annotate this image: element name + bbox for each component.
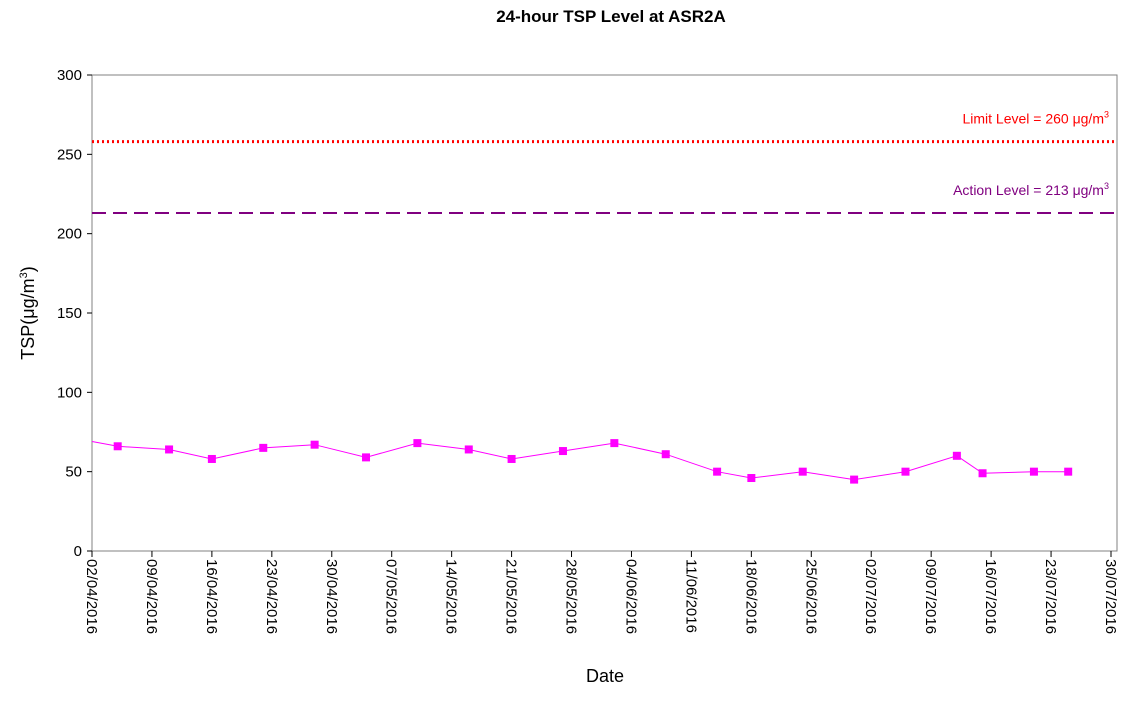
y-tick-label: 50 bbox=[65, 464, 82, 481]
y-axis-label-text: TSP(μg/m bbox=[18, 278, 38, 359]
x-tick-label: 30/07/2016 bbox=[1102, 559, 1119, 634]
x-tick-label: 11/06/2016 bbox=[682, 559, 699, 633]
y-tick-label: 100 bbox=[57, 384, 82, 401]
x-tick-label: 30/04/2016 bbox=[323, 559, 340, 634]
data-point bbox=[113, 442, 122, 451]
x-tick-label: 14/05/2016 bbox=[443, 559, 460, 634]
series-layer bbox=[91, 439, 1073, 484]
y-tick-label: 300 bbox=[57, 67, 82, 84]
x-tick-label: 16/07/2016 bbox=[982, 559, 999, 634]
y-tick-label: 250 bbox=[57, 146, 82, 163]
data-point bbox=[1064, 467, 1073, 476]
data-point bbox=[610, 439, 619, 448]
x-tick-label: 21/05/2016 bbox=[503, 559, 520, 634]
x-tick-label: 02/04/2016 bbox=[83, 559, 100, 634]
data-point bbox=[901, 467, 910, 476]
y-tick-label: 200 bbox=[57, 226, 82, 243]
series-line bbox=[91, 441, 1069, 481]
x-tick-label: 07/05/2016 bbox=[383, 559, 400, 634]
reference-line-label-text: Action Level = 213 μg/m bbox=[953, 182, 1104, 198]
chart-title: 24-hour TSP Level at ASR2A bbox=[496, 7, 726, 26]
x-tick-label: 23/04/2016 bbox=[263, 559, 280, 634]
data-point bbox=[747, 474, 756, 483]
data-point bbox=[413, 439, 422, 448]
x-tick-label: 18/06/2016 bbox=[742, 559, 759, 634]
reference-line-label-text: Limit Level = 260 μg/m bbox=[962, 111, 1104, 127]
x-tick-label: 04/06/2016 bbox=[622, 559, 639, 634]
reference-line-label: Limit Level = 260 μg/m3 bbox=[962, 110, 1109, 127]
y-axis-label: TSP(μg/m3) bbox=[18, 266, 38, 360]
data-point bbox=[713, 467, 722, 476]
data-point bbox=[362, 453, 371, 462]
x-axis: 02/04/2016 09/04/2016 16/04/2016 23/04/2016… bbox=[83, 551, 1119, 634]
data-point bbox=[310, 440, 319, 449]
x-tick-label: 25/06/2016 bbox=[802, 559, 819, 634]
plot-area bbox=[91, 74, 1118, 552]
data-point bbox=[798, 467, 807, 476]
x-tick-label: 16/04/2016 bbox=[203, 559, 220, 634]
x-tick-label: 09/04/2016 bbox=[143, 559, 160, 634]
y-axis-label-end: ) bbox=[18, 266, 38, 272]
y-tick-label: 150 bbox=[57, 305, 82, 322]
data-point bbox=[558, 447, 567, 456]
data-point bbox=[850, 475, 859, 484]
x-tick-label: 09/07/2016 bbox=[922, 559, 939, 634]
data-point bbox=[661, 450, 670, 459]
y-axis-label-sup: 3 bbox=[18, 272, 30, 278]
data-point bbox=[464, 445, 473, 454]
x-tick-label: 28/05/2016 bbox=[563, 559, 580, 634]
data-point bbox=[507, 454, 516, 463]
data-point bbox=[165, 445, 174, 454]
reference-line-label-sup: 3 bbox=[1104, 181, 1109, 191]
y-tick-label: 0 bbox=[74, 543, 82, 560]
reference-line-label: Action Level = 213 μg/m3 bbox=[953, 181, 1109, 198]
data-point bbox=[259, 443, 268, 452]
reference-line-label-sup: 3 bbox=[1104, 110, 1109, 120]
data-point bbox=[1029, 467, 1038, 476]
x-axis-label: Date bbox=[586, 666, 624, 686]
y-axis: 0 50 100 150 200 250 300 bbox=[57, 67, 92, 560]
x-tick-label: 02/07/2016 bbox=[862, 559, 879, 634]
data-point bbox=[952, 451, 961, 460]
data-point bbox=[207, 454, 216, 463]
data-point bbox=[978, 469, 987, 478]
x-tick-label: 23/07/2016 bbox=[1042, 559, 1059, 634]
